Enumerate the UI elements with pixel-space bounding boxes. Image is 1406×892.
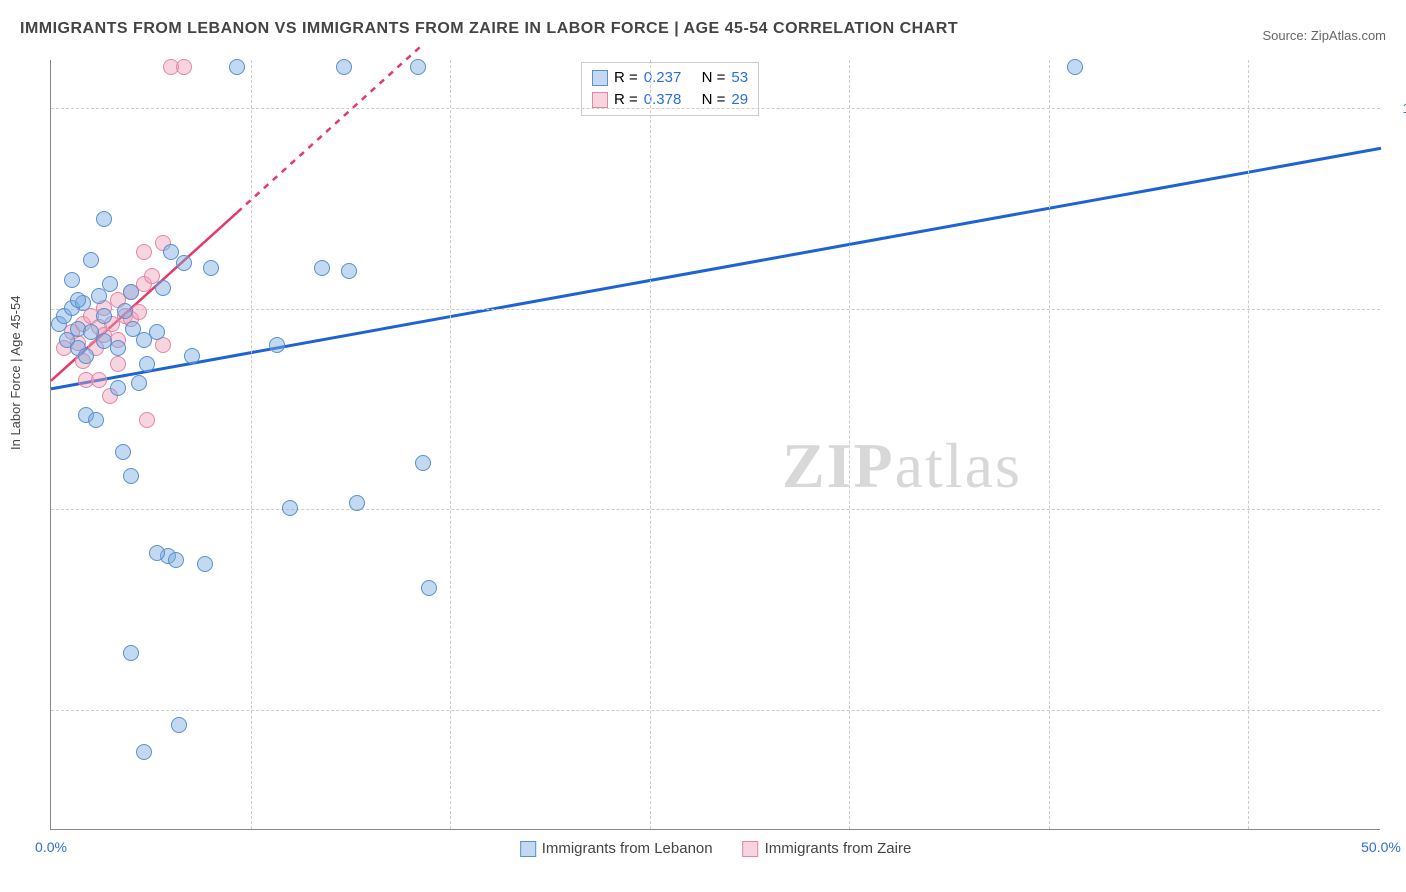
gridline-v — [450, 60, 451, 829]
marker-lebanon — [336, 59, 352, 75]
r-label: R = — [614, 67, 638, 89]
y-axis-label: In Labor Force | Age 45-54 — [8, 296, 23, 450]
marker-lebanon — [168, 552, 184, 568]
x-tick-label: 0.0% — [35, 839, 67, 855]
swatch-zaire — [743, 841, 759, 857]
swatch-lebanon — [592, 70, 608, 86]
x-tick-label: 50.0% — [1361, 839, 1401, 855]
marker-lebanon — [155, 280, 171, 296]
swatch-lebanon — [520, 841, 536, 857]
marker-lebanon — [123, 284, 139, 300]
marker-zaire — [139, 412, 155, 428]
y-tick-label: 62.5% — [1390, 702, 1406, 718]
y-tick-label: 75.0% — [1390, 501, 1406, 517]
marker-lebanon — [91, 288, 107, 304]
n-label: N = — [702, 67, 726, 89]
marker-zaire — [91, 372, 107, 388]
legend-label-lebanon: Immigrants from Lebanon — [542, 840, 713, 857]
marker-lebanon — [349, 495, 365, 511]
marker-lebanon — [282, 500, 298, 516]
marker-lebanon — [421, 580, 437, 596]
marker-lebanon — [139, 356, 155, 372]
legend-item-zaire: Immigrants from Zaire — [743, 840, 912, 857]
marker-lebanon — [269, 337, 285, 353]
watermark: ZIPatlas — [782, 429, 1022, 503]
swatch-zaire — [592, 92, 608, 108]
marker-zaire — [176, 59, 192, 75]
marker-lebanon — [131, 375, 147, 391]
marker-lebanon — [149, 324, 165, 340]
marker-lebanon — [96, 211, 112, 227]
y-tick-label: 100.0% — [1390, 100, 1406, 116]
gridline-v — [251, 60, 252, 829]
marker-lebanon — [70, 292, 86, 308]
marker-lebanon — [64, 272, 80, 288]
marker-lebanon — [149, 545, 165, 561]
marker-lebanon — [110, 380, 126, 396]
marker-zaire — [110, 356, 126, 372]
gridline-v — [849, 60, 850, 829]
stats-row-lebanon: R = 0.237 N = 53 — [592, 67, 748, 89]
marker-lebanon — [88, 412, 104, 428]
y-tick-label: 87.5% — [1390, 301, 1406, 317]
marker-lebanon — [184, 348, 200, 364]
marker-lebanon — [341, 263, 357, 279]
marker-lebanon — [314, 260, 330, 276]
marker-lebanon — [115, 444, 131, 460]
chart-title: IMMIGRANTS FROM LEBANON VS IMMIGRANTS FR… — [20, 20, 958, 38]
gridline-v — [1049, 60, 1050, 829]
gridline-v — [650, 60, 651, 829]
marker-lebanon — [123, 645, 139, 661]
marker-lebanon — [415, 455, 431, 471]
marker-lebanon — [102, 276, 118, 292]
marker-lebanon — [229, 59, 245, 75]
plot-area: ZIPatlas R = 0.237 N = 53 R = 0.378 N = … — [50, 60, 1380, 830]
marker-lebanon — [78, 348, 94, 364]
marker-lebanon — [203, 260, 219, 276]
trend-line — [237, 44, 423, 212]
gridline-v — [1248, 60, 1249, 829]
marker-lebanon — [123, 468, 139, 484]
marker-lebanon — [96, 308, 112, 324]
series-legend: Immigrants from Lebanon Immigrants from … — [520, 840, 912, 857]
marker-lebanon — [136, 744, 152, 760]
marker-lebanon — [171, 717, 187, 733]
marker-lebanon — [197, 556, 213, 572]
marker-zaire — [136, 244, 152, 260]
marker-lebanon — [163, 244, 179, 260]
marker-lebanon — [176, 255, 192, 271]
marker-lebanon — [410, 59, 426, 75]
marker-lebanon — [110, 340, 126, 356]
marker-lebanon — [83, 252, 99, 268]
n-value-lebanon: 53 — [731, 67, 748, 89]
marker-lebanon — [1067, 59, 1083, 75]
source-label: Source: ZipAtlas.com — [1262, 28, 1386, 43]
legend-item-lebanon: Immigrants from Lebanon — [520, 840, 713, 857]
marker-lebanon — [117, 303, 133, 319]
legend-label-zaire: Immigrants from Zaire — [765, 840, 912, 857]
